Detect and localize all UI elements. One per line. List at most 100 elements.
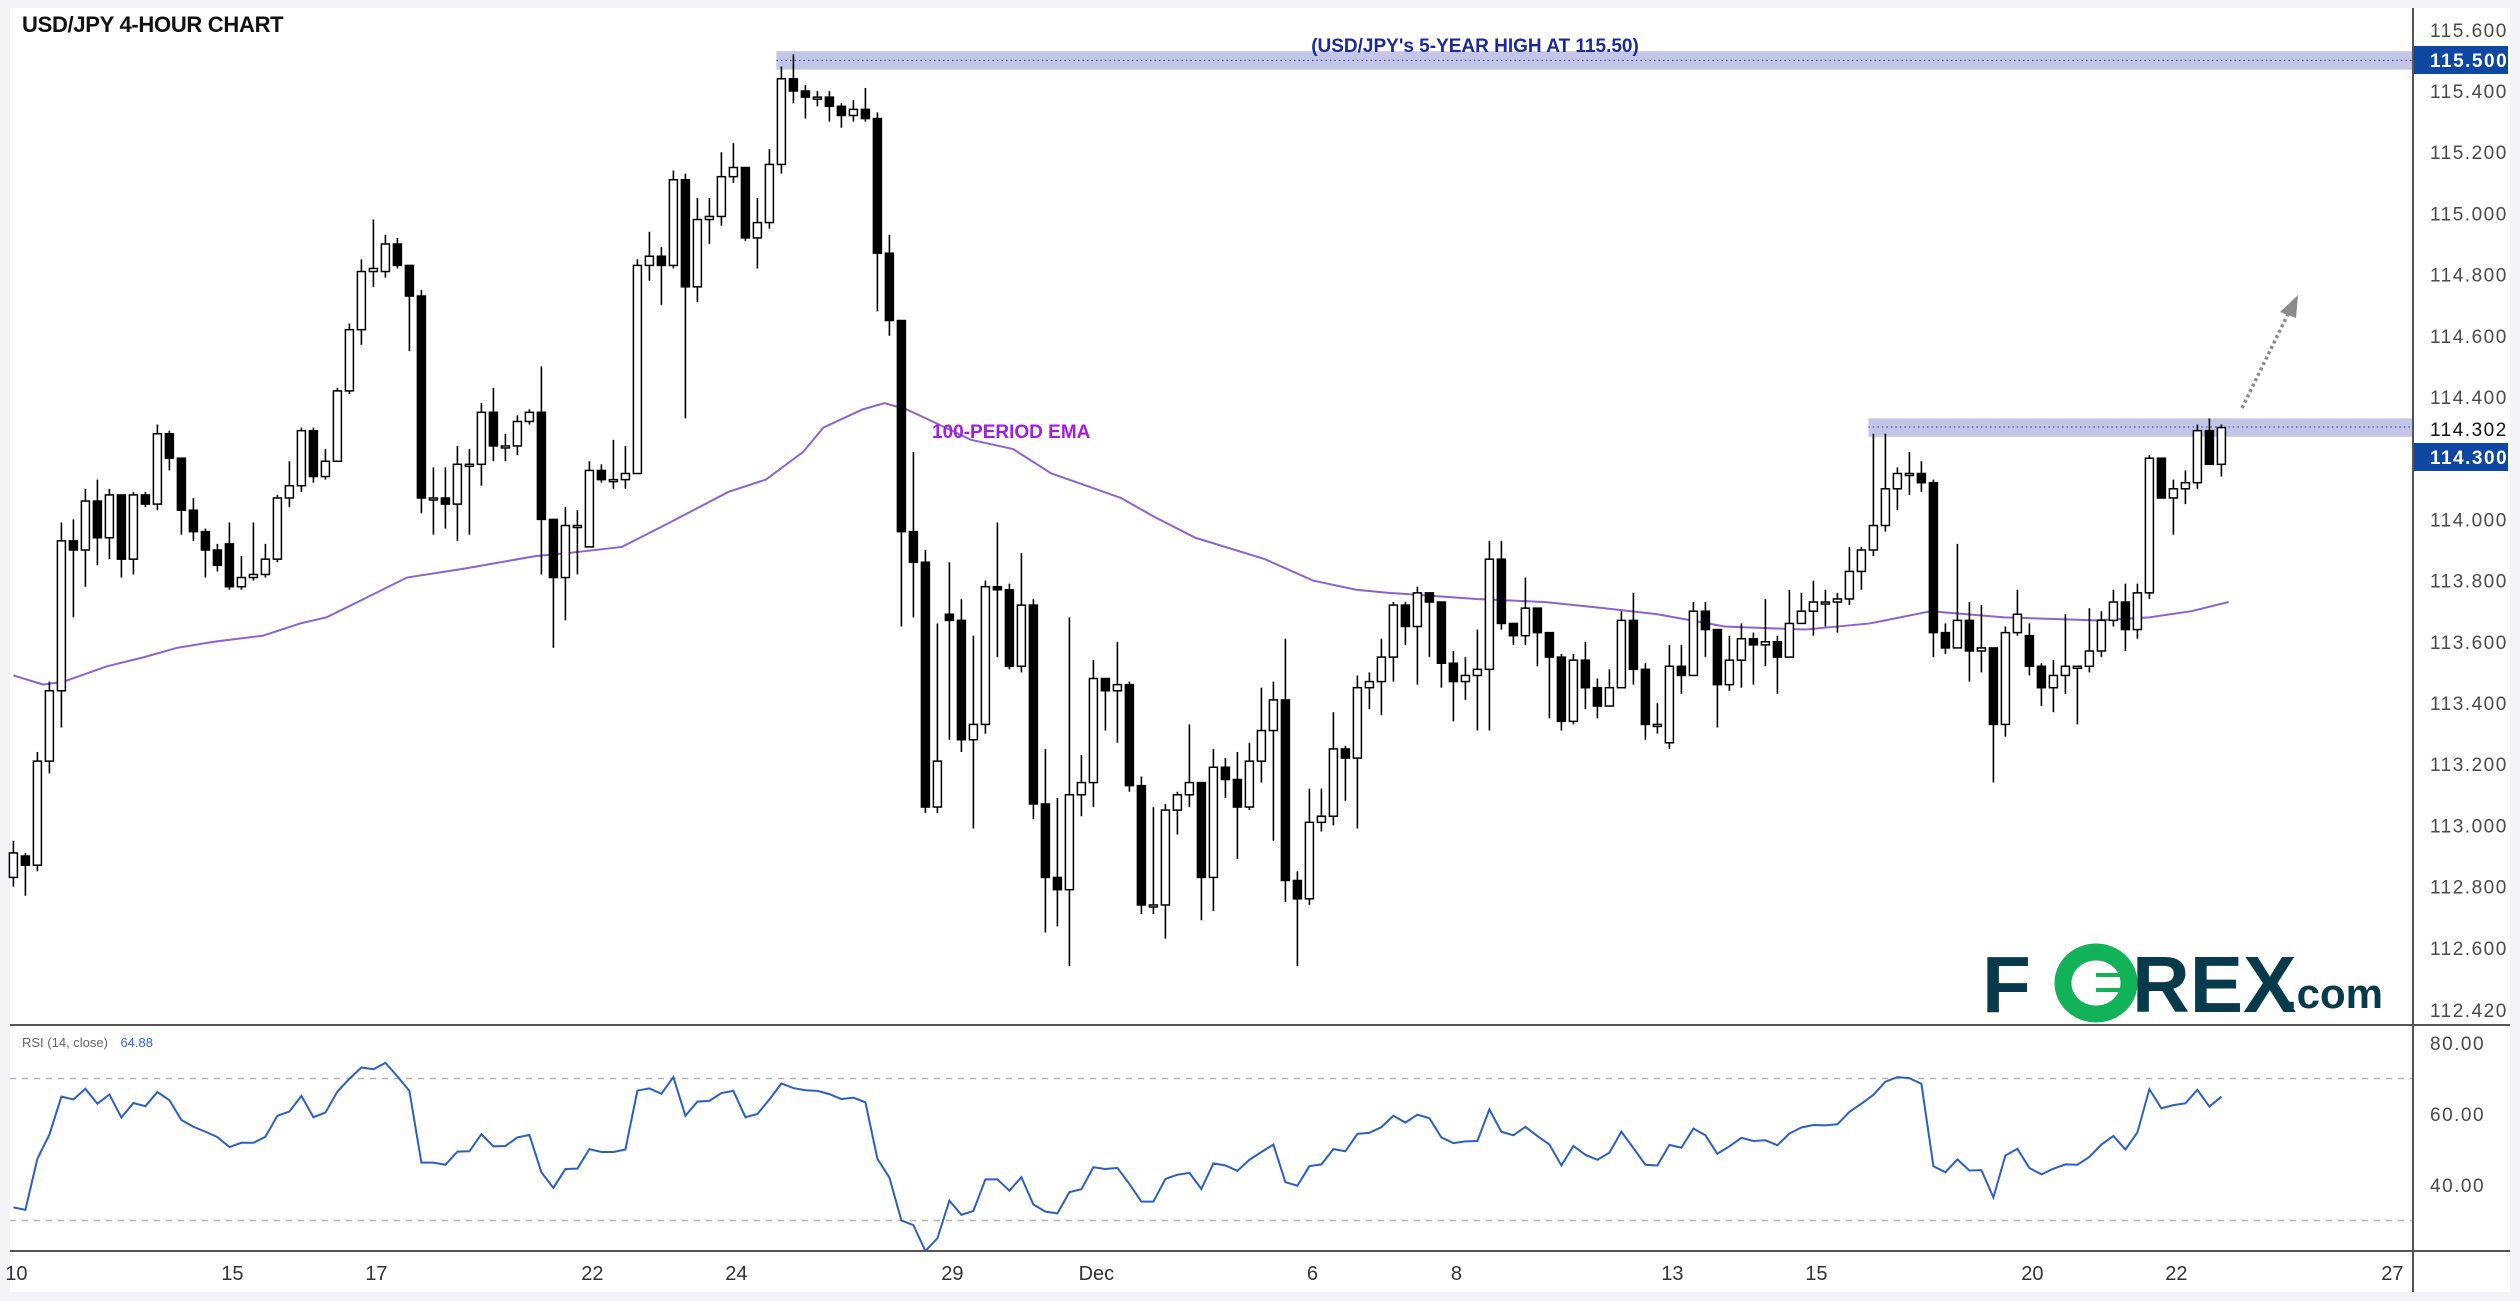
candle-up	[1064, 617, 1075, 967]
time-tick-label: Dec	[1079, 1263, 1115, 1285]
candle-body	[1232, 778, 1243, 808]
candle-body	[1676, 665, 1687, 677]
candle-body	[968, 723, 979, 741]
candle-down	[2156, 457, 2167, 499]
candle-up	[1652, 703, 1663, 734]
candle-body	[476, 411, 487, 466]
candle-up	[812, 91, 823, 107]
candle-body	[1976, 647, 1987, 652]
candle-down	[680, 173, 691, 419]
candle-body	[152, 432, 163, 505]
candle-up	[1760, 598, 1771, 667]
candle-body	[1640, 668, 1651, 726]
candle-body	[1532, 607, 1543, 634]
candle-up	[1520, 577, 1531, 645]
time-tick-label: 10	[5, 1263, 27, 1285]
candle-down	[596, 464, 607, 483]
candle-body	[740, 166, 751, 239]
price-tick-label: 112.800	[2430, 878, 2508, 899]
rsi-line	[13, 1061, 2223, 1250]
candle-up	[584, 461, 595, 548]
level-bands	[776, 51, 2412, 437]
candle-up	[152, 424, 163, 511]
candle-up	[1868, 433, 1879, 557]
price-axis[interactable]: 115.600 115.400 115.200 115.000 114.800 114.6…	[2430, 21, 2508, 1022]
candle-down	[1940, 623, 1951, 655]
candle-body	[824, 96, 835, 108]
candle-up	[2012, 589, 2023, 636]
candle-body	[248, 573, 259, 579]
candle-up	[1016, 553, 1027, 673]
rsi-axis[interactable]: 80.00 60.00 40.00	[2430, 1034, 2485, 1197]
candle-body	[1916, 472, 1927, 484]
candle-up	[284, 461, 295, 508]
candle-body	[1592, 686, 1603, 707]
price-tick-label: 113.000	[2430, 816, 2508, 837]
candle-body	[812, 96, 823, 100]
candle-down	[1196, 781, 1207, 921]
candle-up	[560, 507, 571, 621]
candle-body	[536, 411, 547, 521]
candle-body	[884, 252, 895, 322]
candle-up	[1604, 669, 1615, 707]
candle-body	[668, 178, 679, 267]
price-tick-label: 112.600	[2430, 939, 2508, 960]
candle-down	[1544, 631, 1555, 719]
candle-body	[1940, 631, 1951, 649]
candle-body	[1580, 659, 1591, 689]
candle-down	[1028, 598, 1039, 820]
candle-body	[1448, 662, 1459, 683]
candle-down	[788, 54, 799, 104]
candle-up	[1460, 657, 1471, 700]
candle-down	[860, 87, 871, 122]
candle-up	[248, 522, 259, 581]
candle-body	[1112, 683, 1123, 692]
candle-body	[1808, 601, 1819, 612]
candle-up	[1148, 807, 1159, 915]
candle-body	[1868, 524, 1879, 551]
candle-up	[2084, 608, 2095, 673]
candle-down	[2120, 583, 2131, 651]
high-price-badge-text: 115.500	[2430, 51, 2508, 72]
candle-up	[1796, 592, 1807, 625]
candle-body	[1988, 647, 1999, 726]
candle-up	[752, 198, 763, 269]
candle-up	[2096, 611, 2107, 658]
candle-up	[452, 445, 463, 541]
candle-body	[776, 78, 787, 166]
candle-down	[1100, 677, 1111, 731]
forex-logo: F REX .com	[1982, 940, 2383, 1029]
candle-up	[524, 409, 535, 425]
candle-up	[1256, 687, 1267, 783]
candle-body	[1484, 558, 1495, 671]
candle-up	[716, 152, 727, 226]
candle-down	[392, 237, 403, 269]
candle-body	[752, 221, 763, 239]
candle-up	[1904, 452, 1915, 495]
candle-body	[2132, 592, 2143, 631]
candle-down	[2024, 623, 2035, 676]
time-axis[interactable]: 10 15 17 22 24 29 Dec 6 8 13 15 20 22 27	[5, 1263, 2403, 1285]
candle-body	[1388, 604, 1399, 658]
candle-body	[404, 264, 415, 297]
candle-body	[2096, 619, 2107, 652]
candle-body	[1028, 604, 1039, 805]
candle-up	[1208, 748, 1219, 912]
candle-body	[800, 90, 811, 98]
candle-up	[620, 445, 631, 489]
candle-up	[2144, 455, 2155, 599]
candle-body	[2168, 488, 2179, 499]
candle-body	[1364, 680, 1375, 689]
candle-body	[524, 411, 535, 423]
candle-down	[1400, 602, 1411, 645]
candle-body	[2000, 631, 2011, 726]
candle-body	[1784, 622, 1795, 658]
candle-up	[1376, 638, 1387, 716]
candle-down	[872, 112, 883, 312]
candle-down	[1280, 638, 1291, 902]
ema-100-line	[13, 402, 2229, 686]
candle-body	[1148, 904, 1159, 908]
logo-letter-f: F	[1982, 940, 2031, 1029]
candle-body	[224, 543, 235, 588]
candle-up	[1484, 540, 1495, 731]
